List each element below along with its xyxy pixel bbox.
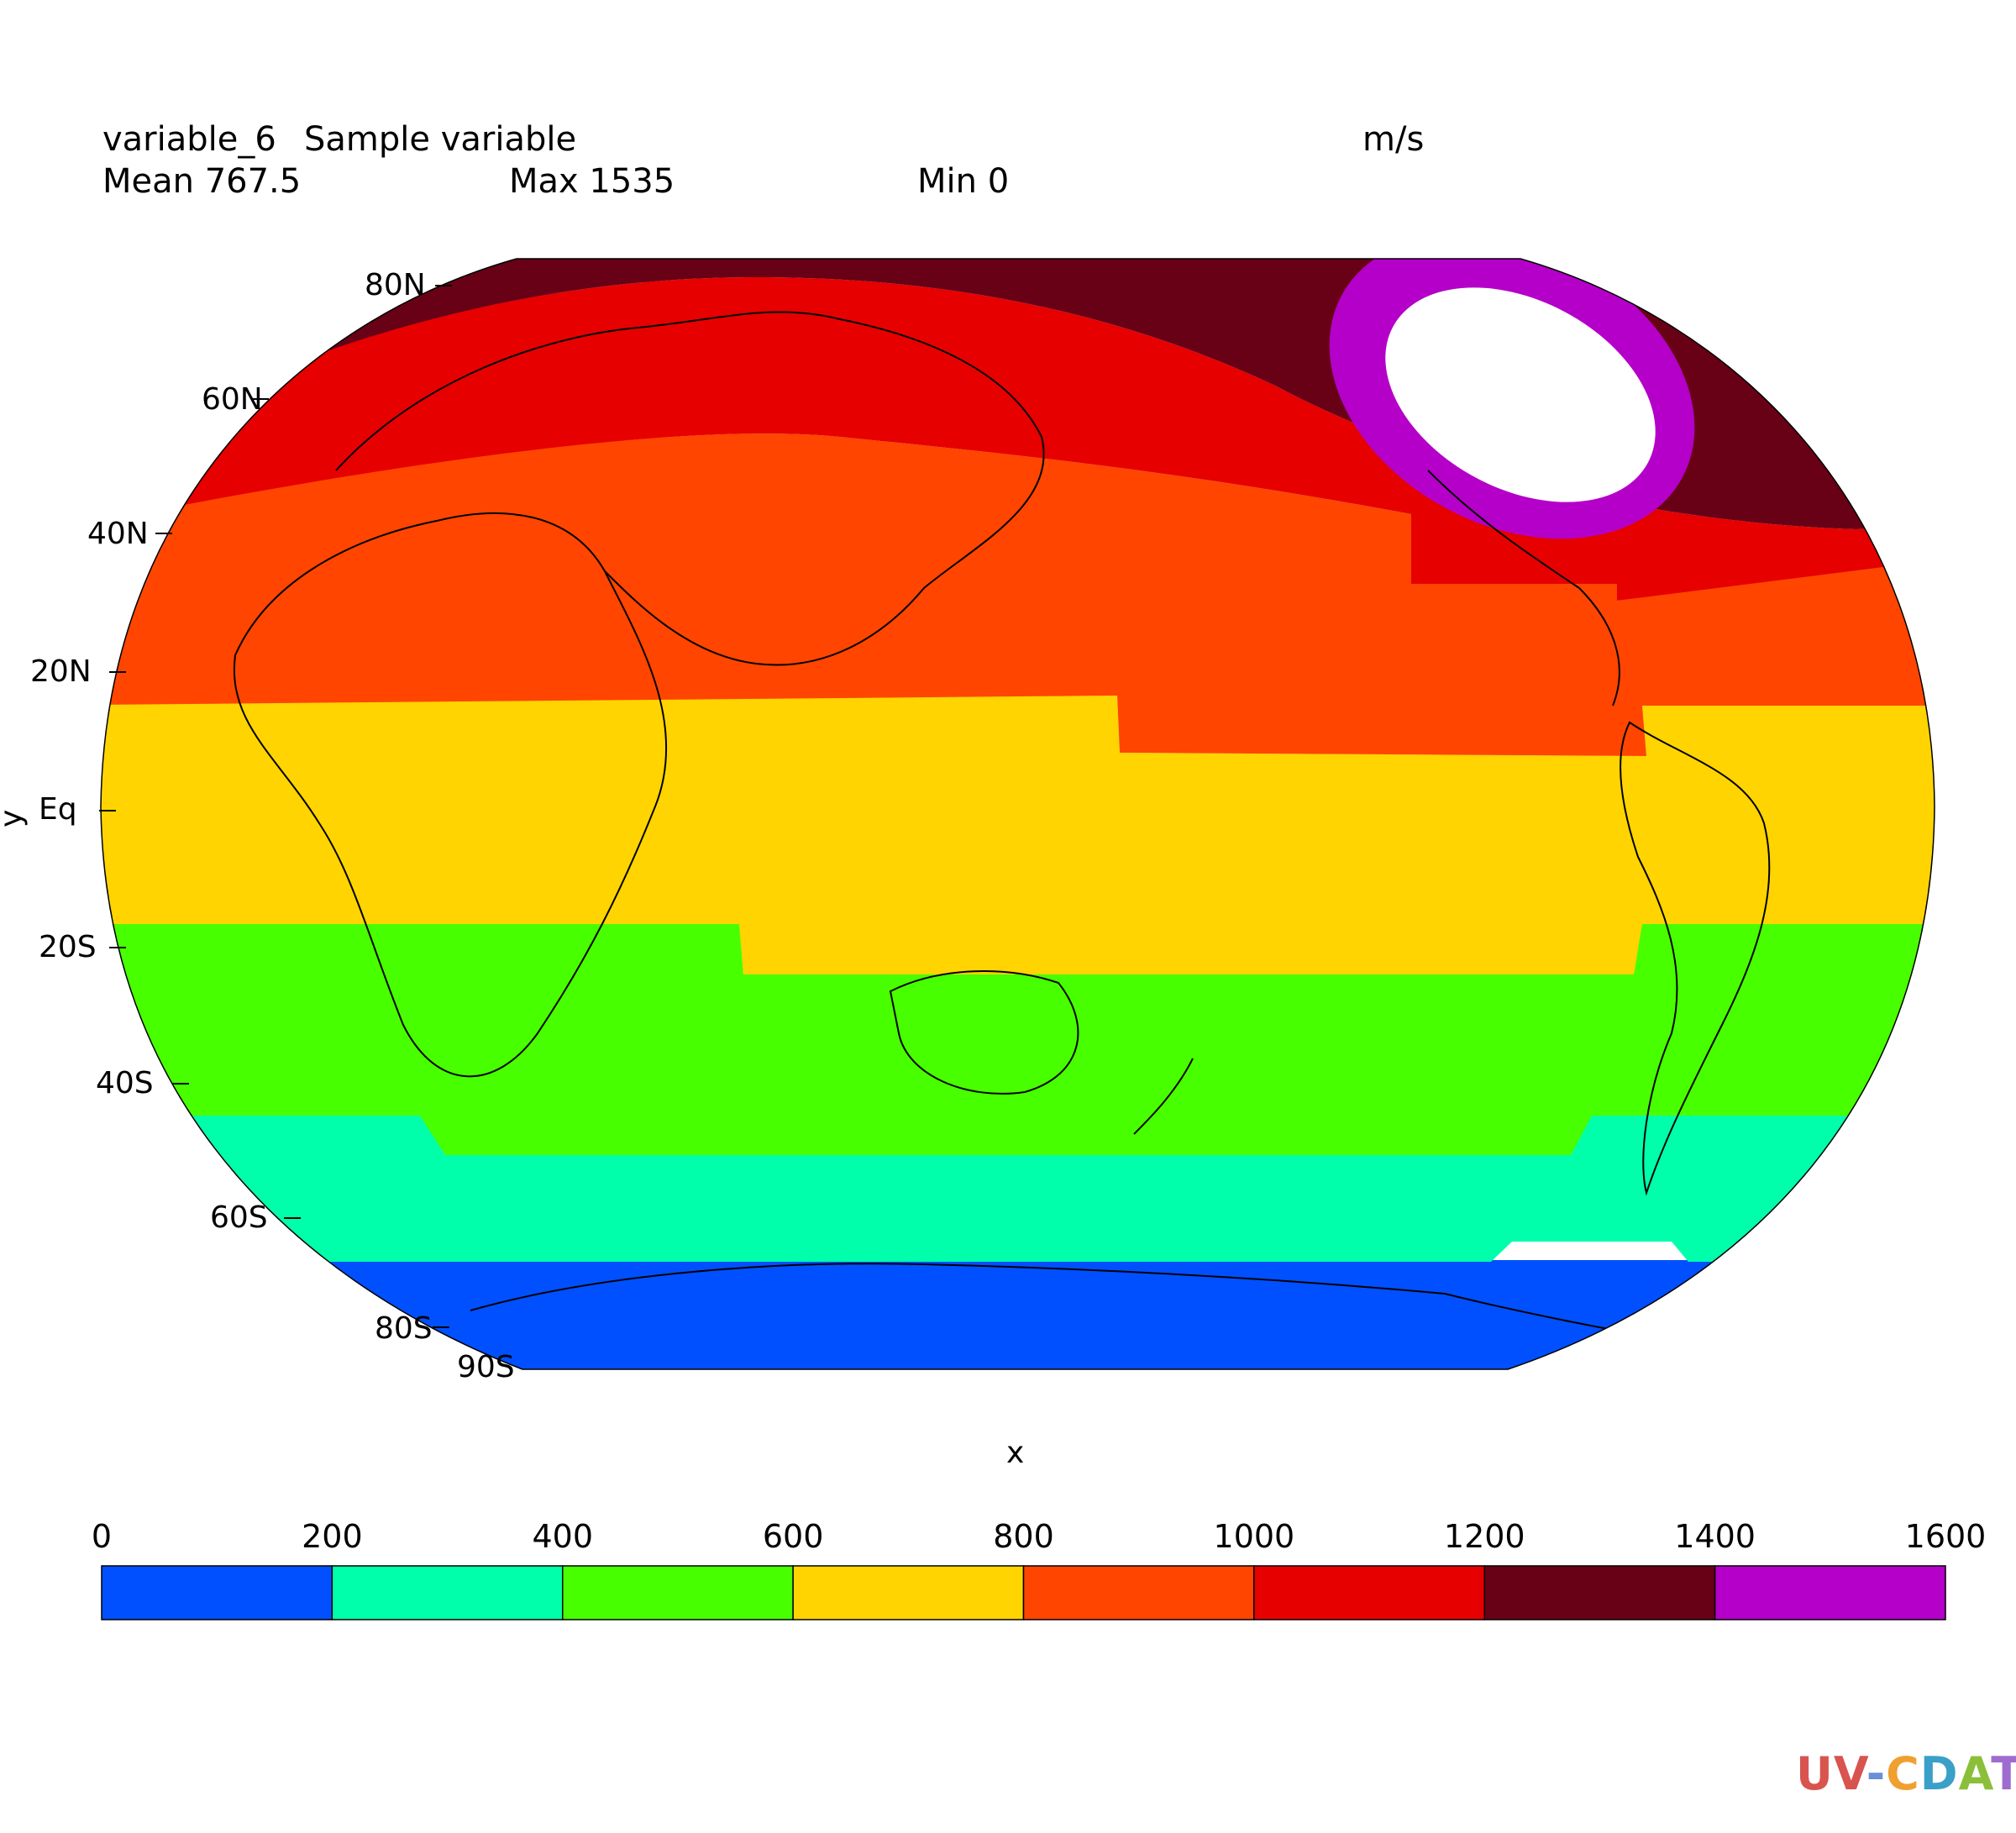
lat-tick-40n: 40N — [87, 517, 149, 551]
lat-tick-80s: 80S — [375, 1311, 433, 1346]
lat-tick-marks — [99, 285, 452, 1328]
colorbar-level-label: 800 — [993, 1518, 1054, 1555]
band-above-max — [1385, 287, 1656, 502]
colorbar-swatch — [101, 1565, 333, 1620]
mean-value: Mean 767.5 — [102, 162, 302, 201]
lat-tick-60s: 60S — [210, 1200, 268, 1235]
band-600-800 — [101, 696, 1935, 974]
colorbar-level-label: 0 — [91, 1518, 113, 1555]
colorbar-level-label: 1000 — [1213, 1518, 1295, 1555]
colorbar-level-label: 1600 — [1904, 1518, 1987, 1555]
lat-tick-20s: 20S — [39, 930, 97, 964]
y-axis-label: y — [0, 810, 29, 827]
lat-tick-90s: 90S — [457, 1350, 515, 1384]
min-value: Min 0 — [917, 162, 1010, 201]
colorbar-swatch — [1483, 1565, 1716, 1620]
colorbar-level-label: 1400 — [1674, 1518, 1756, 1555]
variable-long-name: Sample variable — [304, 120, 577, 159]
lat-tick-40s: 40S — [96, 1066, 154, 1100]
band-200-400 — [101, 1113, 1935, 1262]
colorbar-swatch — [1714, 1565, 1946, 1620]
colorbar-swatch — [1022, 1565, 1255, 1620]
lat-tick-eq: Eq — [39, 792, 77, 827]
band-400-600 — [101, 922, 1935, 1155]
colorbar-level-label: 400 — [532, 1518, 594, 1555]
colorbar-swatch — [1253, 1565, 1485, 1620]
coastlines — [233, 311, 1771, 1337]
lat-tick-80n: 80N — [365, 268, 426, 302]
filled-field — [101, 259, 1935, 1369]
lat-tick-60n: 60N — [202, 382, 263, 417]
variable-units: m/s — [1362, 120, 1425, 159]
colorbar-level-label: 200 — [302, 1518, 363, 1555]
colorbar-level-label: 1200 — [1443, 1518, 1525, 1555]
colorbar — [101, 1565, 1946, 1620]
colorbar-level-label: 600 — [762, 1518, 824, 1555]
lat-tick-20n: 20N — [30, 654, 92, 689]
colorbar-swatch — [792, 1565, 1025, 1620]
variable-name: variable_6 — [102, 120, 276, 159]
band-0-200 — [101, 1260, 1935, 1369]
colorbar-swatch — [562, 1565, 794, 1620]
colorbar-swatch — [331, 1565, 564, 1620]
x-axis-label: x — [1006, 1436, 1025, 1470]
globe-outline — [100, 258, 1935, 1370]
max-value: Max 1535 — [509, 162, 675, 201]
uvcdat-logo: UV-CDAT — [1796, 1747, 2016, 1800]
